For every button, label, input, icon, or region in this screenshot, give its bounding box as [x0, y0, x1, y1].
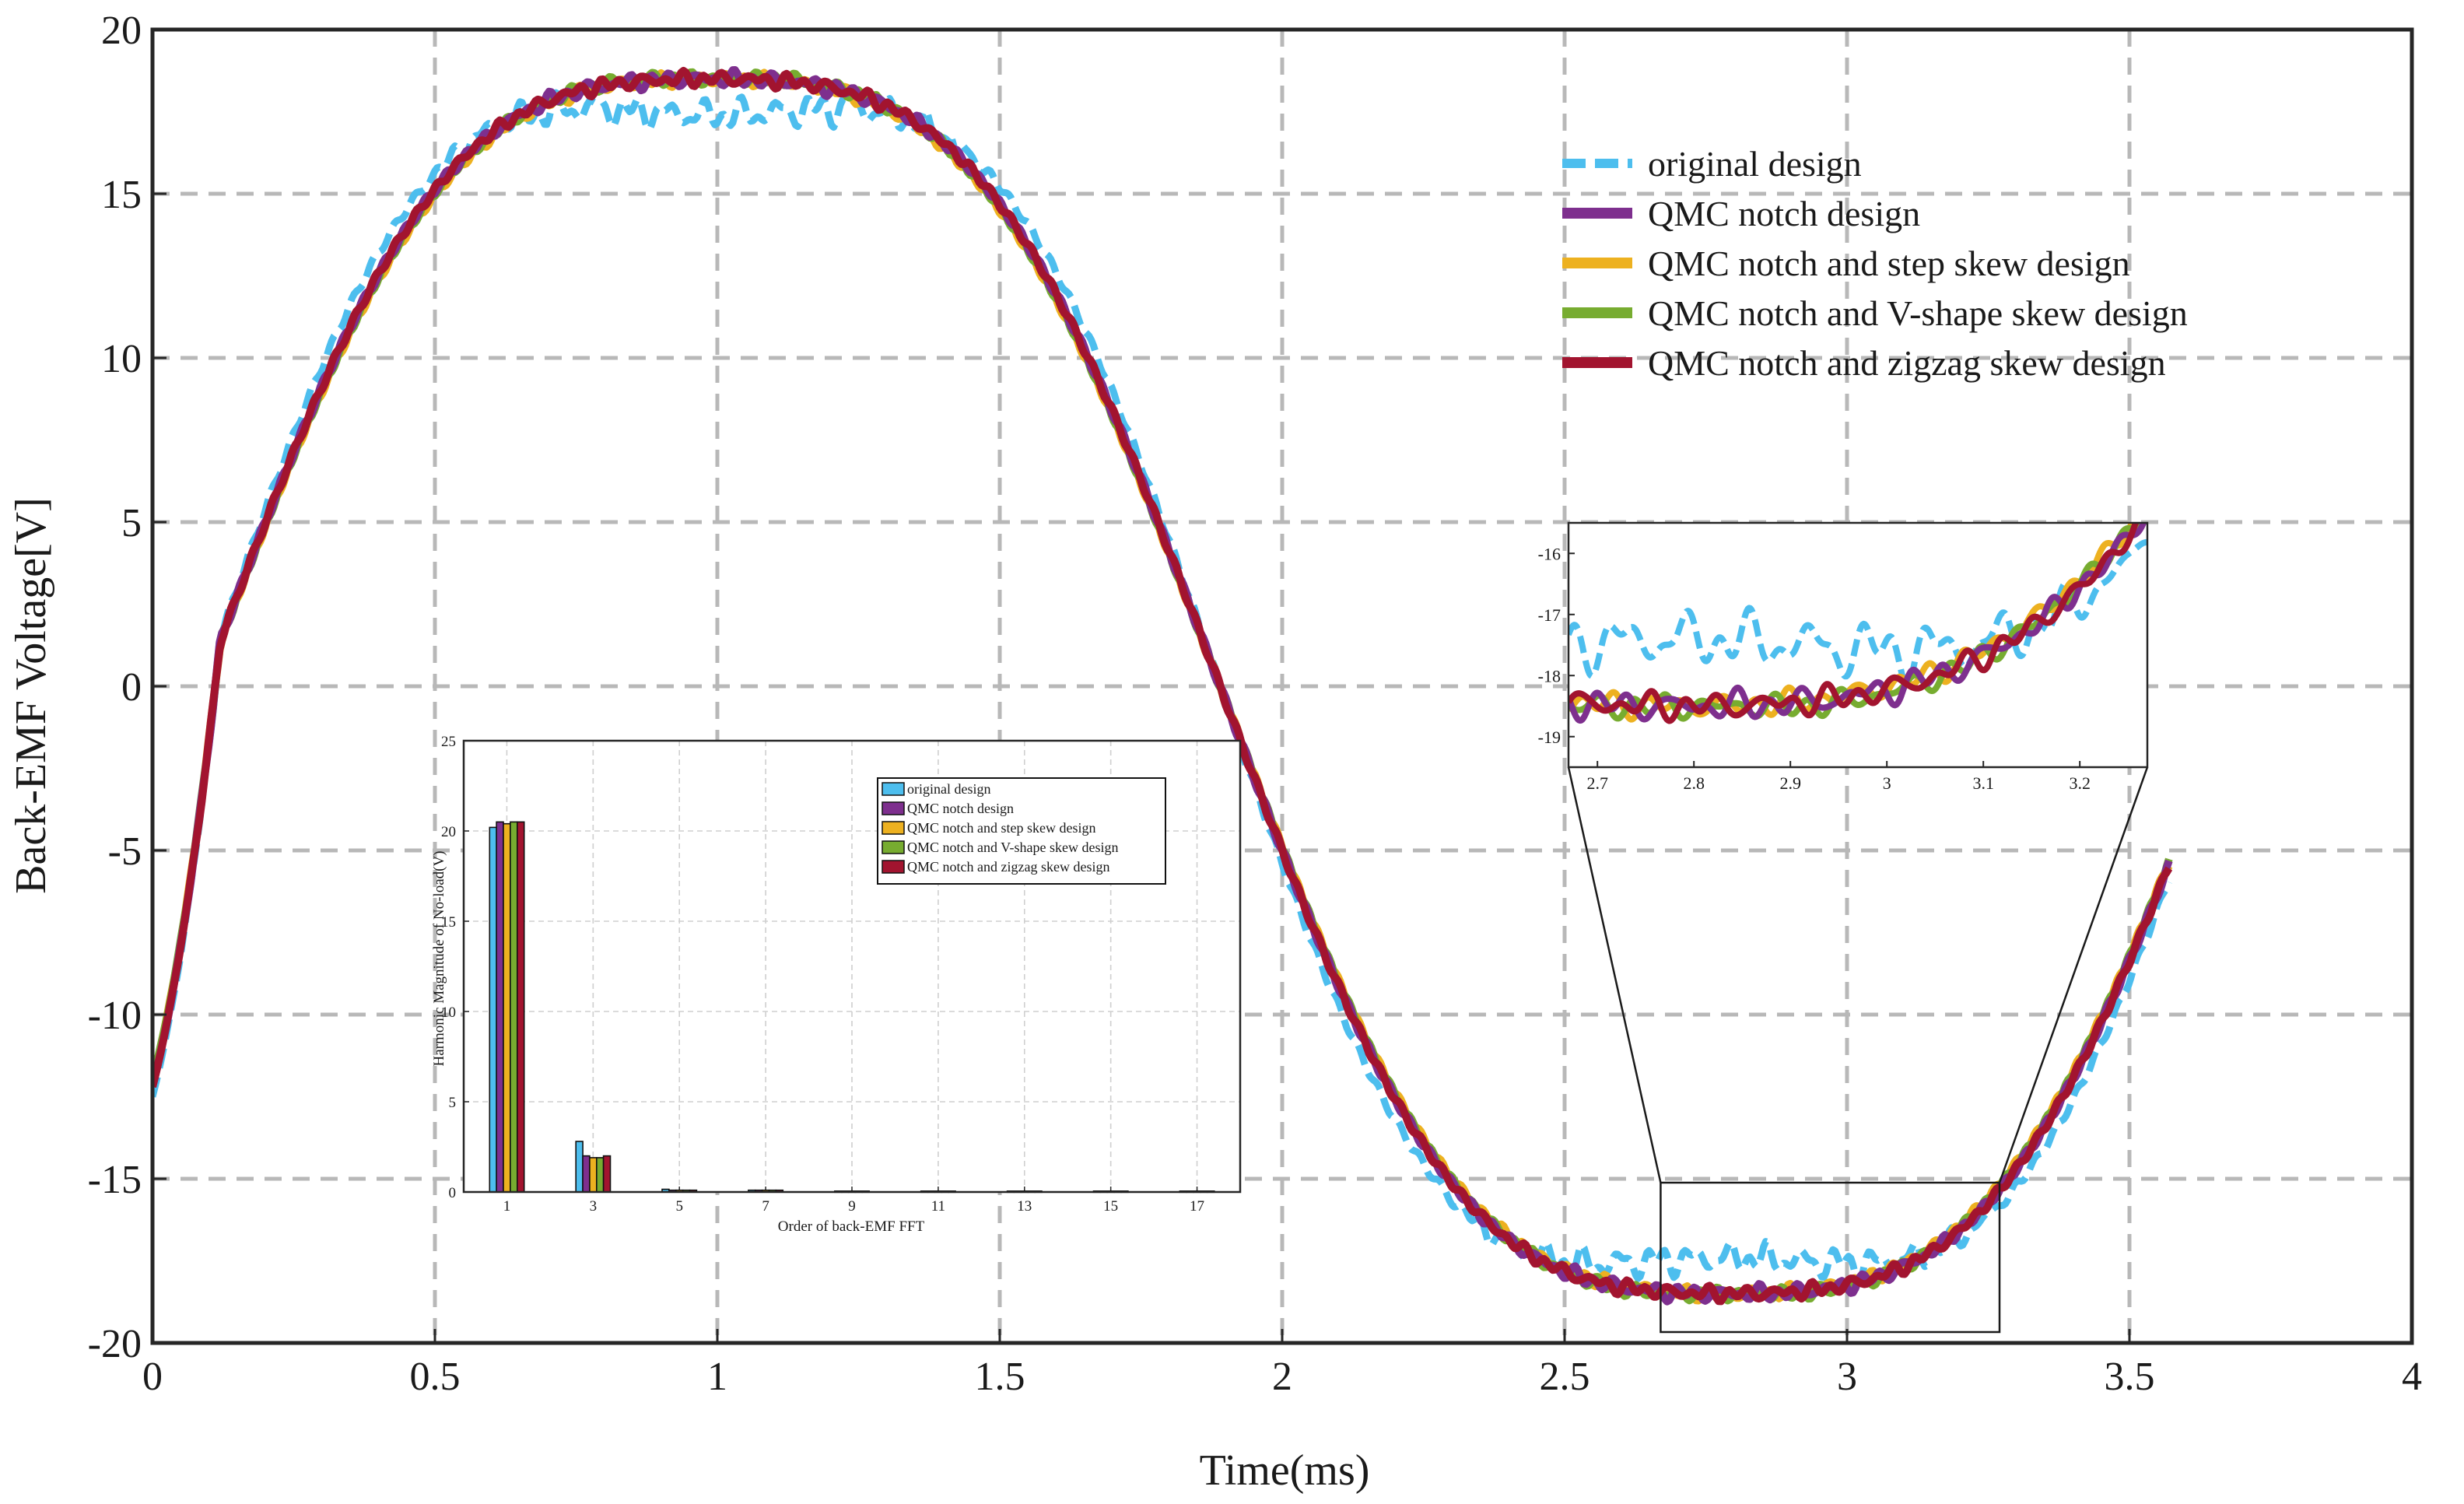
main-x-tick-label: 4: [2402, 1355, 2422, 1399]
fft-legend-swatch: [882, 840, 905, 854]
zoom-y-tick-label: -16: [1538, 544, 1561, 563]
main-legend-label: original design: [1648, 144, 1862, 184]
fft-y-tick-label: 20: [441, 824, 456, 840]
main-y-tick-label: 5: [121, 501, 142, 545]
main-x-tick-label: 1.5: [975, 1355, 1025, 1399]
fft-y-tick-label: 10: [441, 1004, 456, 1021]
fft-legend-label: QMC notch and V-shape skew design: [907, 840, 1118, 855]
main-legend-label: QMC notch and V-shape skew design: [1648, 293, 2188, 333]
main-y-tick-label: 0: [121, 665, 142, 710]
zoom-series-line-0: [1568, 538, 2147, 688]
fft-bar-order-3-series-4: [602, 1155, 612, 1193]
inset-zoom-panel: 2.7 2.8 2.9 3 3.1 3.2 -19 -18 -17 -16: [1538, 521, 2149, 793]
main-legend-label: QMC notch design: [1648, 194, 1920, 233]
inset-zoom-frame: [1567, 521, 2149, 769]
fft-y-tick-label: 5: [449, 1095, 457, 1111]
fft-x-tick-label: 11: [931, 1198, 945, 1215]
main-y-axis-label: Back-EMF Voltage[V]: [7, 497, 55, 894]
main-series-line-0: [152, 89, 2172, 1285]
fft-x-tick-label: 1: [503, 1198, 511, 1215]
zoom-series-line-3: [1568, 523, 2146, 722]
zoom-series-line-4: [1568, 523, 2140, 724]
zoom-y-tick-label: -19: [1538, 727, 1561, 747]
fft-legend-label: QMC notch design: [907, 801, 1014, 816]
main-plot-frame: [150, 27, 2414, 1345]
fft-x-tick-label: 3: [590, 1198, 598, 1215]
zoom-connector-left: [1567, 766, 1662, 1183]
fft-x-axis-label: Order of back-EMF FFT: [778, 1218, 925, 1235]
fft-bar-order-1-series-3: [510, 821, 518, 1193]
zoom-x-tick-label: 3.2: [2069, 773, 2091, 793]
zoom-y-tick-label: -18: [1538, 666, 1561, 685]
fft-legend-label: QMC notch and step skew design: [907, 820, 1095, 836]
main-x-tick-label: 3.5: [2105, 1355, 2155, 1399]
fft-x-tick-label: 13: [1017, 1198, 1032, 1215]
zoom-series-line-1: [1568, 523, 2147, 724]
fft-y-tick-label: 15: [441, 914, 456, 931]
main-legend-label: QMC notch and zigzag skew design: [1648, 343, 2166, 383]
zoom-connector-lines: [1567, 766, 2149, 1334]
main-x-tick-label: 0.5: [410, 1355, 461, 1399]
fft-legend-box: [877, 777, 1166, 885]
fft-legend-label: QMC notch and zigzag skew design: [907, 859, 1109, 875]
fft-x-tick-label: 17: [1190, 1198, 1204, 1215]
fft-bar-order-1-series-4: [516, 821, 525, 1193]
zoom-region-box: [1660, 1181, 2001, 1334]
fft-y-tick-label: 25: [441, 734, 456, 750]
fft-legend-swatch: [882, 782, 905, 796]
zoom-connector-right: [1998, 766, 2149, 1183]
main-y-tick-label: -15: [88, 1158, 142, 1202]
main-y-tick-label: -20: [88, 1322, 142, 1366]
fft-legend-swatch: [882, 860, 905, 874]
zoom-y-tick-label: -17: [1538, 605, 1561, 625]
fft-bar-order-1-series-0: [489, 826, 497, 1193]
main-x-tick-label: 0: [142, 1355, 163, 1399]
fft-bar-order-1-series-1: [496, 821, 504, 1193]
zoom-x-tick-label: 2.7: [1586, 773, 1608, 793]
main-plot-area: [152, 66, 2173, 1306]
main-legend-label: QMC notch and step skew design: [1648, 244, 2130, 283]
zoom-x-tick-label: 3: [1883, 773, 1891, 793]
fft-legend-swatch: [882, 821, 905, 835]
fft-legend-swatch: [882, 801, 905, 815]
main-y-tick-label: 15: [101, 173, 142, 217]
fft-legend-label: original design: [907, 781, 990, 797]
zoom-x-tick-label: 3.1: [1972, 773, 1994, 793]
main-x-tick-label: 2: [1272, 1355, 1292, 1399]
main-x-tick-label: 2.5: [1540, 1355, 1590, 1399]
fft-bar-order-3-series-3: [595, 1157, 605, 1193]
main-y-tick-label: 10: [101, 337, 142, 381]
fft-x-tick-label: 9: [848, 1198, 856, 1215]
fft-x-tick-label: 5: [675, 1198, 683, 1215]
zoom-x-tick-label: 2.8: [1683, 773, 1705, 793]
main-y-tick-label: -5: [108, 829, 142, 874]
fft-bar-order-1-series-2: [503, 822, 511, 1193]
zoom-x-tick-label: 2.9: [1779, 773, 1801, 793]
main-y-tick-label: -10: [88, 994, 142, 1038]
fft-x-tick-label: 7: [762, 1198, 769, 1215]
fft-y-tick-label: 0: [449, 1185, 457, 1201]
fft-x-tick-label: 15: [1103, 1198, 1118, 1215]
fft-bar-order-3-series-0: [575, 1141, 584, 1193]
main-x-tick-label: 3: [1837, 1355, 1857, 1399]
fft-y-axis-label: Harmonic Magnitude of No-load(V): [431, 850, 447, 1066]
main-legend: original design QMC notch design QMC notch…: [1562, 144, 2188, 383]
fft-bar-order-3-series-2: [589, 1157, 598, 1193]
main-x-tick-label: 1: [707, 1355, 727, 1399]
main-x-axis-label: Time(ms): [1200, 1446, 1370, 1495]
main-series-line-4: [152, 67, 2173, 1306]
fft-bar-order-3-series-1: [582, 1155, 591, 1193]
inset-fft-frame: [462, 739, 1242, 1194]
main-y-tick-label: 20: [101, 9, 142, 53]
